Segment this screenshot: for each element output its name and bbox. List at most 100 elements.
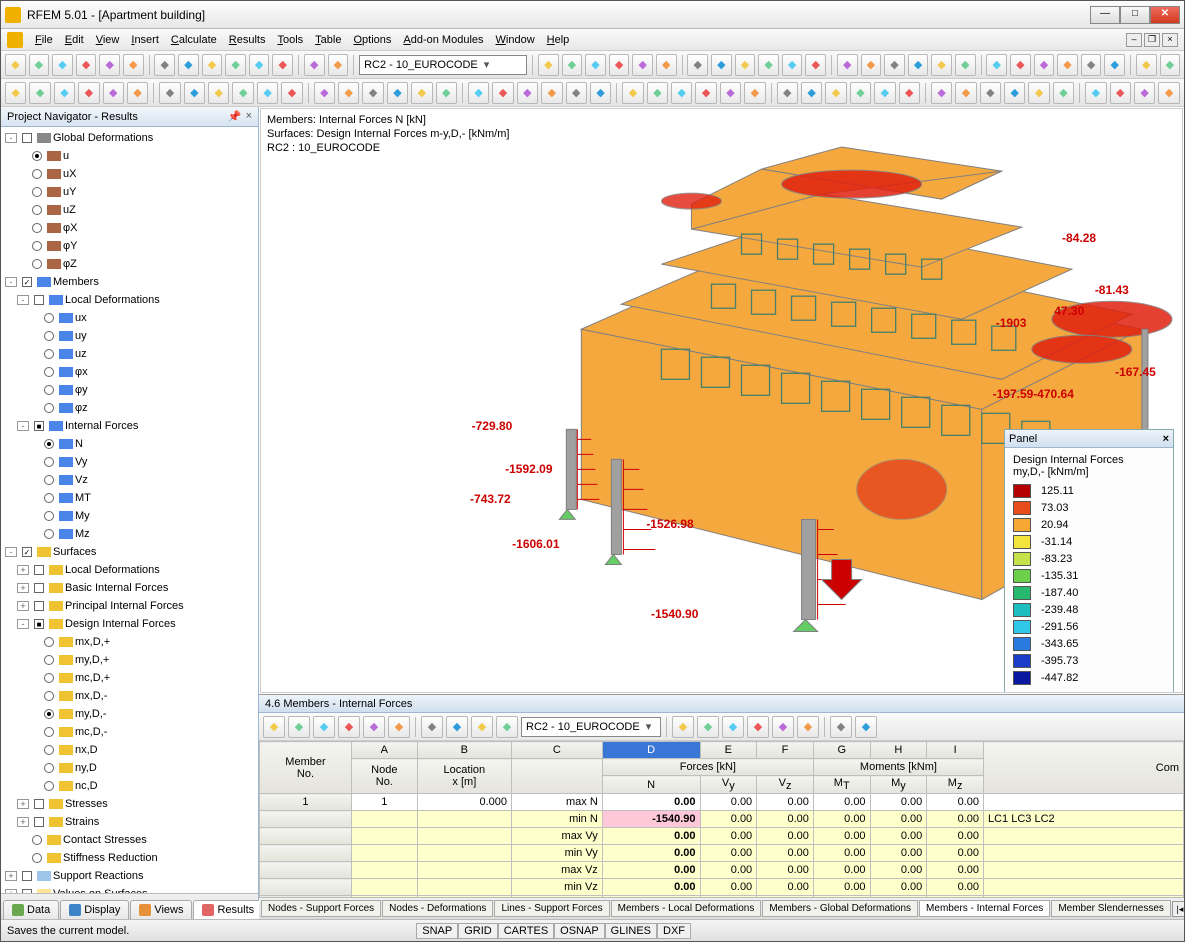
tree-item[interactable]: my,D,-	[5, 705, 258, 723]
tree-item[interactable]: uy	[5, 327, 258, 345]
tree-item[interactable]: N	[5, 435, 258, 453]
tree-item[interactable]: φz	[5, 399, 258, 417]
tree-item[interactable]: φX	[5, 219, 258, 237]
toolbar-button[interactable]: ◆	[772, 716, 794, 738]
tree-item[interactable]: mc,D,+	[5, 669, 258, 687]
toolbar-button[interactable]: ◆	[313, 716, 335, 738]
tree-item[interactable]: ux	[5, 309, 258, 327]
toolbar-button[interactable]: ◆	[1085, 82, 1106, 104]
tree-item[interactable]: Stiffness Reduction	[5, 849, 258, 867]
table-tab[interactable]: Lines - Support Forces	[494, 900, 609, 917]
toolbar-button[interactable]: ◆	[29, 82, 50, 104]
toolbar-button[interactable]: ◆	[1160, 54, 1181, 76]
toolbar-button[interactable]: ◆	[314, 82, 335, 104]
tree-radio[interactable]	[44, 475, 54, 485]
tree-item[interactable]: u	[5, 147, 258, 165]
table-loadcase-combo[interactable]: RC2 - 10_EUROCODE	[521, 717, 661, 737]
toolbar-button[interactable]: ◆	[52, 54, 73, 76]
toolbar-button[interactable]: ◆	[281, 82, 302, 104]
tree-item[interactable]: + Principal Internal Forces	[5, 597, 258, 615]
loadcase-combo[interactable]: RC2 - 10_EUROCODE	[359, 55, 527, 75]
toolbar-button[interactable]: ◆	[202, 54, 223, 76]
tree-radio[interactable]	[32, 151, 42, 161]
toolbar-button[interactable]: ◆	[468, 82, 489, 104]
toolbar-button[interactable]: ◆	[1028, 82, 1049, 104]
tree-twisty[interactable]: -	[17, 421, 29, 431]
menu-window[interactable]: Window	[496, 34, 535, 46]
tree-twisty[interactable]: +	[17, 601, 29, 611]
toolbar-button[interactable]: ◆	[735, 54, 756, 76]
menu-file[interactable]: File	[35, 34, 53, 46]
toolbar-button[interactable]: ◆	[980, 82, 1001, 104]
tree-item[interactable]: + Basic Internal Forces	[5, 579, 258, 597]
toolbar-button[interactable]: ◆	[338, 82, 359, 104]
maximize-button[interactable]: □	[1120, 6, 1150, 24]
toolbar-button[interactable]: ◆	[1034, 54, 1055, 76]
toolbar-button[interactable]: ◆	[825, 82, 846, 104]
tree-radio[interactable]	[32, 223, 42, 233]
toolbar-button[interactable]: ◆	[362, 82, 383, 104]
toolbar-button[interactable]: ◆	[436, 82, 457, 104]
toolbar-button[interactable]: ◆	[538, 54, 559, 76]
toolbar-button[interactable]: ◆	[687, 54, 708, 76]
tree-radio[interactable]	[44, 691, 54, 701]
table-row[interactable]: 1 1 0.000 max N 0.00 0.00 0.00 0.00 0.00…	[260, 794, 1184, 811]
toolbar-button[interactable]: ◆	[5, 54, 26, 76]
toolbar-button[interactable]: ◆	[154, 54, 175, 76]
toolbar-button[interactable]: ◆	[884, 54, 905, 76]
toolbar-button[interactable]: ◆	[363, 716, 385, 738]
tree-radio[interactable]	[44, 511, 54, 521]
toolbar-button[interactable]: ◆	[744, 82, 765, 104]
tree-radio[interactable]	[32, 187, 42, 197]
toolbar-button[interactable]: ◆	[304, 54, 325, 76]
tree-checkbox[interactable]: ■	[34, 421, 44, 431]
menu-add-on-modules[interactable]: Add-on Modules	[403, 34, 483, 46]
table-tab[interactable]: Members - Internal Forces	[919, 900, 1050, 917]
toolbar-button[interactable]: ◆	[496, 716, 518, 738]
snap-grid[interactable]: GRID	[458, 923, 498, 939]
toolbar-button[interactable]: ◆	[672, 716, 694, 738]
tree-radio[interactable]	[44, 781, 54, 791]
toolbar-button[interactable]: ◆	[541, 82, 562, 104]
tree-radio[interactable]	[44, 709, 54, 719]
tree-radio[interactable]	[32, 205, 42, 215]
menu-edit[interactable]: Edit	[65, 34, 84, 46]
toolbar-button[interactable]: ◆	[54, 82, 75, 104]
tree-radio[interactable]	[44, 403, 54, 413]
results-grid[interactable]: MemberNo.ABCDEFGHIComNodeNo.Locationx [m…	[259, 741, 1184, 897]
tree-item[interactable]: φY	[5, 237, 258, 255]
toolbar-button[interactable]: ◆	[1081, 54, 1102, 76]
toolbar-button[interactable]: ◆	[861, 54, 882, 76]
toolbar-button[interactable]: ◆	[338, 716, 360, 738]
snap-cartes[interactable]: CARTES	[498, 923, 554, 939]
tree-item[interactable]: Vz	[5, 471, 258, 489]
tree-item[interactable]: φx	[5, 363, 258, 381]
tab-first[interactable]: |◂	[1172, 901, 1184, 917]
menu-view[interactable]: View	[96, 34, 120, 46]
toolbar-button[interactable]: ◆	[99, 54, 120, 76]
menu-help[interactable]: Help	[547, 34, 570, 46]
toolbar-button[interactable]: ◆	[562, 54, 583, 76]
tree-item[interactable]: -■Design Internal Forces	[5, 615, 258, 633]
tree-radio[interactable]	[44, 493, 54, 503]
tree-checkbox[interactable]: ✓	[22, 277, 32, 287]
table-tab[interactable]: Members - Local Deformations	[611, 900, 762, 917]
tree-item[interactable]: φZ	[5, 255, 258, 273]
menu-calculate[interactable]: Calculate	[171, 34, 217, 46]
tree-radio[interactable]	[32, 241, 42, 251]
tree-radio[interactable]	[44, 727, 54, 737]
navtab-results[interactable]: Results	[193, 900, 263, 919]
toolbar-button[interactable]: ◆	[908, 54, 929, 76]
toolbar-button[interactable]: ◆	[127, 82, 148, 104]
toolbar-button[interactable]: ◆	[387, 82, 408, 104]
tree-twisty[interactable]: +	[5, 871, 17, 881]
tree-twisty[interactable]: -	[5, 547, 17, 557]
toolbar-button[interactable]: ◆	[1136, 54, 1157, 76]
tree-checkbox[interactable]	[22, 871, 32, 881]
toolbar-button[interactable]: ◆	[288, 716, 310, 738]
tree-item[interactable]: My	[5, 507, 258, 525]
tree-radio[interactable]	[44, 763, 54, 773]
tree-item[interactable]: + Strains	[5, 813, 258, 831]
tree-item[interactable]: Contact Stresses	[5, 831, 258, 849]
tree-item[interactable]: ny,D	[5, 759, 258, 777]
